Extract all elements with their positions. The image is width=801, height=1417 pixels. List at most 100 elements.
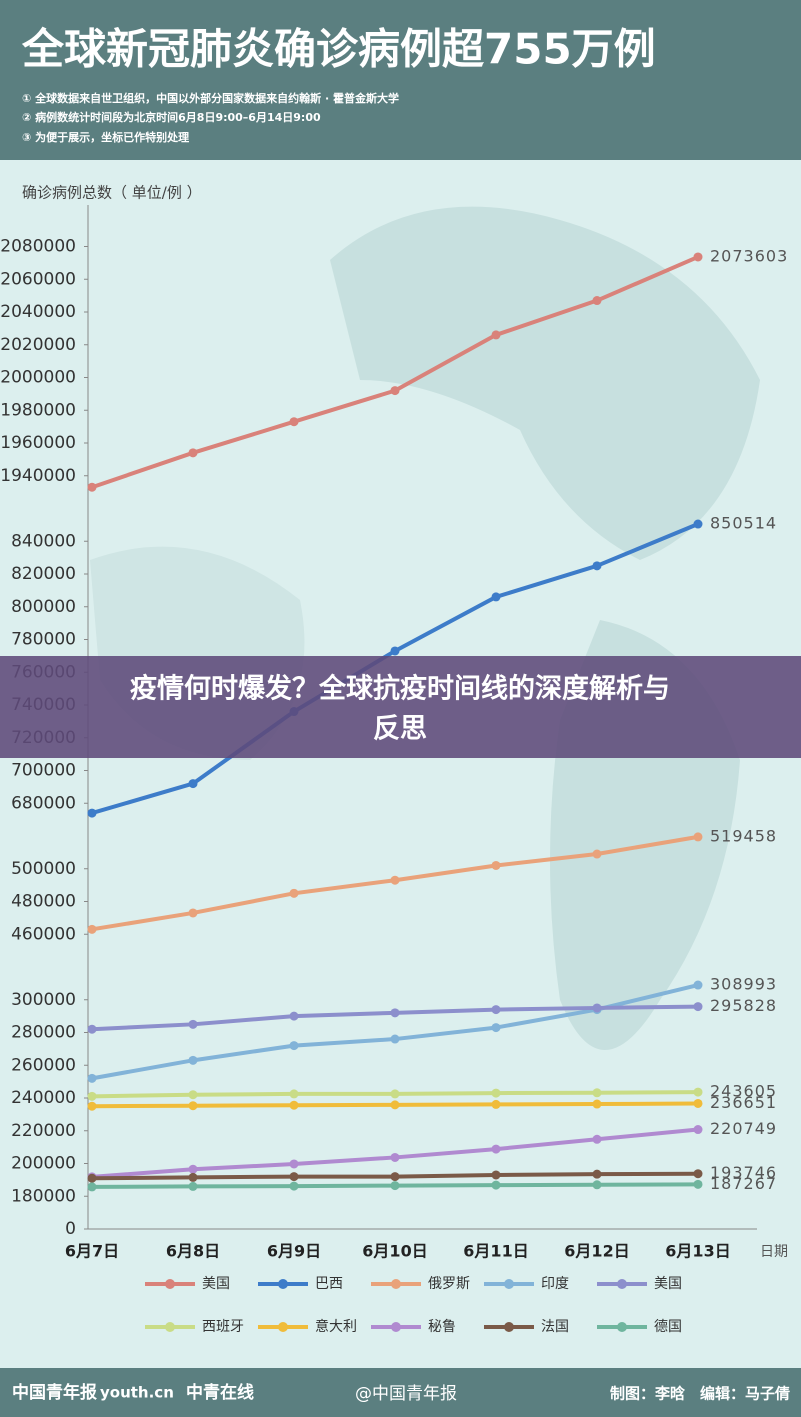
- note: ② 病例数统计时间段为北京时间6月8日9:00–6月14日9:00: [22, 110, 321, 124]
- legend-marker: [391, 1322, 401, 1332]
- note: ① 全球数据来自世卫组织，中国以外部分国家数据来自约翰斯 · 霍普金斯大学: [22, 91, 399, 105]
- value-label: 308993: [710, 975, 777, 994]
- point: [289, 417, 299, 427]
- value-label: 295828: [710, 996, 777, 1015]
- y-tick-label: 2000000: [0, 368, 76, 388]
- note: ③ 为便于展示，坐标已作特别处理: [22, 130, 189, 144]
- value-label: 220749: [710, 1119, 777, 1138]
- point: [289, 1100, 299, 1110]
- point: [592, 296, 602, 306]
- point: [693, 252, 703, 262]
- logo: youth.cn: [100, 1384, 174, 1402]
- point: [693, 980, 703, 990]
- point: [693, 1169, 703, 1179]
- y-tick-label: 260000: [11, 1055, 76, 1075]
- point: [188, 1019, 198, 1029]
- header-band: [0, 0, 801, 160]
- point: [390, 1089, 400, 1099]
- point: [693, 1125, 703, 1135]
- banner: [0, 656, 801, 758]
- x-tick-label: 6月12日: [564, 1242, 629, 1261]
- credits: 制图：李晗 编辑：马子倩: [610, 1385, 790, 1403]
- point: [188, 1181, 198, 1191]
- point: [592, 1180, 602, 1190]
- y-tick-label: 180000: [11, 1186, 76, 1206]
- value-label: 236651: [710, 1093, 777, 1112]
- y-tick-label: 240000: [11, 1088, 76, 1108]
- point: [491, 1088, 501, 1098]
- point: [592, 1099, 602, 1109]
- point: [491, 1023, 501, 1033]
- legend-marker: [278, 1322, 288, 1332]
- y-tick-label: 280000: [11, 1023, 76, 1043]
- legend-marker: [391, 1279, 401, 1289]
- y-tick-label: 2060000: [0, 269, 76, 289]
- point: [390, 1172, 400, 1182]
- legend-marker: [617, 1279, 627, 1289]
- value-label: 193746: [710, 1163, 777, 1182]
- logo: 中国青年报: [12, 1382, 97, 1403]
- banner-text: 疫情何时爆发？全球抗疫时间线的深度解析与: [130, 673, 670, 705]
- legend-label: 美国: [202, 1276, 230, 1292]
- plot: 2073603 850514 519458 308993 295828 243605236…: [87, 246, 787, 1193]
- point: [592, 1134, 602, 1144]
- point: [87, 1073, 97, 1083]
- point: [491, 1144, 501, 1154]
- point: [289, 1089, 299, 1099]
- map-shape: [330, 206, 760, 560]
- legend-label: 美国: [654, 1276, 682, 1292]
- ticks: 0 180000 200000 220000 240000 260000 280000 300…: [0, 237, 730, 1261]
- point: [289, 1181, 299, 1191]
- point: [693, 1098, 703, 1108]
- point: [491, 1170, 501, 1180]
- point: [390, 1008, 400, 1018]
- value-label: 187267: [710, 1174, 777, 1193]
- point: [289, 1159, 299, 1169]
- legend-label: 法国: [541, 1319, 569, 1335]
- y-tick-label: 200000: [11, 1154, 76, 1174]
- y-tick-label: 1960000: [0, 433, 76, 453]
- point: [289, 1011, 299, 1021]
- y-tick-label: 680000: [11, 793, 76, 813]
- weibo: @中国青年报: [355, 1384, 457, 1404]
- legend-label: 俄罗斯: [428, 1276, 470, 1292]
- point: [188, 779, 198, 789]
- y-tick-label: 840000: [11, 531, 76, 551]
- x-tick-label: 6月10日: [362, 1242, 427, 1261]
- legend-marker: [504, 1279, 514, 1289]
- point: [390, 1034, 400, 1044]
- y-tick-label: 460000: [11, 924, 76, 944]
- point: [491, 592, 501, 602]
- y-tick-label: 820000: [11, 564, 76, 584]
- legend-label: 印度: [541, 1276, 569, 1292]
- point: [693, 1002, 703, 1012]
- point: [390, 1181, 400, 1191]
- legend-marker: [165, 1279, 175, 1289]
- point: [87, 482, 97, 492]
- point: [390, 386, 400, 396]
- point: [390, 1100, 400, 1110]
- legend-label: 西班牙: [202, 1319, 244, 1335]
- y-axis-label: 确诊病例总数（ 单位/例 ）: [22, 184, 202, 202]
- point: [188, 1101, 198, 1111]
- y-tick-label: 0: [65, 1219, 76, 1239]
- x-tick-label: 6月11日: [463, 1242, 528, 1261]
- point: [592, 849, 602, 859]
- value-label: 243605: [710, 1082, 777, 1101]
- y-tick-label: 780000: [11, 630, 76, 650]
- point: [289, 1172, 299, 1182]
- y-tick-label: 300000: [11, 990, 76, 1010]
- point: [87, 1182, 97, 1192]
- value-label: 519458: [710, 826, 777, 845]
- y-tick-label: 2040000: [0, 302, 76, 322]
- legend-label: 意大利: [315, 1318, 357, 1335]
- y-tick-label: 2020000: [0, 335, 76, 355]
- x-tick-label: 6月8日: [166, 1242, 220, 1261]
- y-tick-label: 1940000: [0, 466, 76, 486]
- point: [693, 1179, 703, 1189]
- point: [289, 888, 299, 898]
- point: [87, 1024, 97, 1034]
- point: [592, 1169, 602, 1179]
